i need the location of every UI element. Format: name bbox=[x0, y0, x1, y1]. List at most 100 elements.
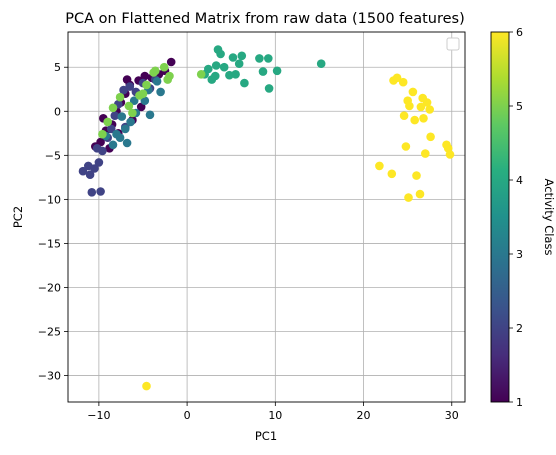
y-tick-label: −15 bbox=[38, 237, 61, 250]
scatter-point bbox=[159, 62, 169, 72]
scatter-point bbox=[231, 70, 240, 79]
scatter-point bbox=[234, 59, 244, 68]
axis-ticks: −10 0 10 20 30 5 0 −5 −10 −15 −20 −25 −30 bbox=[38, 61, 459, 422]
scatter-point bbox=[255, 54, 264, 63]
scatter-point bbox=[115, 92, 125, 102]
scatter-point bbox=[110, 111, 120, 120]
scatter-point bbox=[211, 71, 220, 81]
scatter-point bbox=[216, 49, 225, 59]
scatter-point bbox=[426, 132, 435, 142]
scatter-point bbox=[445, 150, 455, 159]
scatter-point bbox=[237, 51, 247, 61]
scatter-point bbox=[103, 117, 112, 127]
scatter-point bbox=[412, 171, 421, 180]
scatter-point bbox=[145, 110, 155, 120]
grid-lines bbox=[68, 32, 465, 402]
scatter-point bbox=[98, 129, 107, 139]
scatter-point bbox=[272, 66, 282, 76]
scatter-point bbox=[126, 117, 135, 127]
y-tick-label: 0 bbox=[54, 105, 61, 118]
scatter-point bbox=[410, 115, 420, 125]
scatter-point bbox=[122, 75, 132, 84]
scatter-point bbox=[228, 53, 238, 62]
scatter-point bbox=[240, 78, 249, 88]
scatter-point bbox=[404, 193, 413, 202]
y-tick-label: −5 bbox=[45, 149, 61, 162]
scatter-point bbox=[419, 114, 428, 123]
scatter-point bbox=[125, 82, 135, 91]
scatter-point bbox=[138, 89, 148, 98]
x-tick-label: −10 bbox=[87, 409, 110, 422]
scatter-point bbox=[124, 101, 134, 111]
x-axis-label: PC1 bbox=[255, 429, 277, 443]
y-tick-label: −25 bbox=[38, 326, 61, 339]
scatter-point bbox=[142, 80, 151, 90]
colorbar-tick-label: 3 bbox=[516, 248, 523, 261]
scatter-point bbox=[108, 140, 118, 150]
scatter-point bbox=[264, 84, 274, 93]
scatter-point bbox=[422, 98, 432, 107]
colorbar bbox=[491, 32, 509, 402]
scatter-point bbox=[163, 75, 172, 84]
scatter-point bbox=[142, 381, 151, 391]
scatter-point bbox=[117, 112, 127, 121]
scatter-point bbox=[219, 62, 229, 72]
scatter-point bbox=[408, 87, 418, 97]
scatter-point bbox=[87, 188, 97, 197]
scatter-point bbox=[398, 77, 408, 87]
scatter-point bbox=[204, 64, 213, 74]
scatter-point bbox=[166, 57, 176, 67]
x-tick-label: 20 bbox=[357, 409, 371, 422]
scatter-point bbox=[316, 59, 326, 68]
scatter-point bbox=[90, 164, 99, 173]
scatter-point bbox=[78, 166, 88, 176]
colorbar-tick-label: 4 bbox=[516, 174, 523, 187]
scatter-point bbox=[401, 142, 411, 151]
scatter-point bbox=[258, 67, 268, 76]
y-tick-label: −10 bbox=[38, 193, 61, 206]
scatter-point bbox=[425, 105, 435, 114]
colorbar-ticks: 1 2 3 4 5 6 bbox=[509, 26, 523, 409]
y-axis-label: PC2 bbox=[11, 206, 25, 228]
colorbar-tick-label: 5 bbox=[516, 100, 523, 113]
legend-box bbox=[446, 37, 460, 51]
scatter-point bbox=[416, 102, 426, 112]
colorbar-tick-label: 2 bbox=[516, 322, 523, 335]
chart-title: PCA on Flattened Matrix from raw data (1… bbox=[65, 11, 464, 27]
plot-frame bbox=[67, 31, 466, 403]
y-tick-label: −30 bbox=[38, 370, 61, 383]
scatter-point bbox=[106, 124, 116, 134]
x-tick-label: 30 bbox=[445, 409, 459, 422]
scatter-point bbox=[122, 138, 132, 148]
colorbar-label: Activity Class bbox=[542, 179, 556, 256]
y-tick-label: −20 bbox=[38, 281, 61, 294]
scatter-point bbox=[152, 77, 162, 86]
scatter-point bbox=[129, 96, 139, 105]
scatter-point bbox=[387, 169, 397, 179]
colorbar-tick-label: 6 bbox=[516, 26, 523, 39]
scatter-point bbox=[399, 111, 409, 120]
scatter-point bbox=[85, 170, 95, 179]
scatter-point bbox=[405, 101, 414, 111]
scatter-point bbox=[121, 124, 130, 134]
scatter-point bbox=[136, 102, 146, 112]
colorbar-frame bbox=[490, 31, 510, 403]
scatter-point bbox=[264, 54, 273, 63]
scatter-point bbox=[128, 108, 137, 118]
x-tick-label: 10 bbox=[268, 409, 282, 422]
scatter-point bbox=[96, 187, 105, 196]
scatter-point bbox=[156, 87, 165, 97]
scatter-point bbox=[421, 149, 430, 158]
scatter-point bbox=[196, 70, 206, 79]
scatter-point bbox=[98, 146, 107, 156]
scatter-point bbox=[140, 96, 150, 105]
scatter-point bbox=[375, 161, 384, 171]
scatter-point bbox=[211, 61, 221, 70]
scatter-point bbox=[151, 66, 160, 76]
scatter-points bbox=[78, 45, 455, 391]
colorbar-tick-label: 1 bbox=[516, 396, 523, 409]
scatter-point bbox=[415, 189, 425, 199]
x-tick-label: 0 bbox=[184, 409, 191, 422]
y-tick-label: 5 bbox=[54, 61, 61, 74]
scatter-point bbox=[140, 71, 150, 81]
